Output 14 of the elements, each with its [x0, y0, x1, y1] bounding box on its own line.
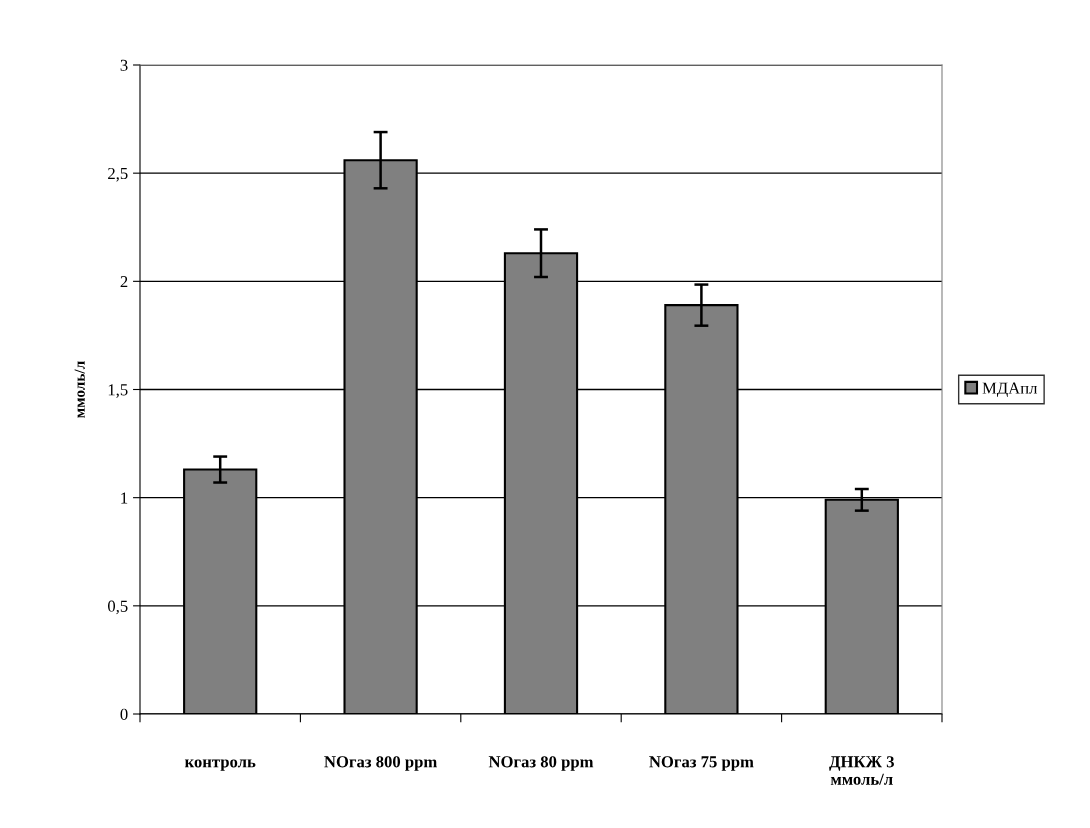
y-axis-title: ммоль/л: [74, 361, 85, 418]
y-tick-label: 1: [121, 492, 128, 504]
x-tick-label: NOгаз 75 ppm: [649, 756, 754, 771]
y-tick-label: 2: [120, 276, 128, 288]
x-tick-label: контроль: [184, 759, 256, 771]
x-tick-label: NOгаз 800 ppm: [324, 756, 437, 771]
y-tick-label: 0: [120, 708, 128, 720]
x-tick-label: NOгаз 80 ppm: [488, 756, 594, 771]
y-tick-label: 2,5: [108, 167, 128, 182]
y-tick-label: 3: [120, 59, 128, 71]
y-tick-label: 0,5: [108, 600, 128, 615]
legend-label: МДАпл: [982, 382, 1038, 398]
y-tick-label: 1,5: [108, 384, 128, 398]
x-tick-label: ДНКЖ 3 ммоль/л: [829, 756, 894, 785]
